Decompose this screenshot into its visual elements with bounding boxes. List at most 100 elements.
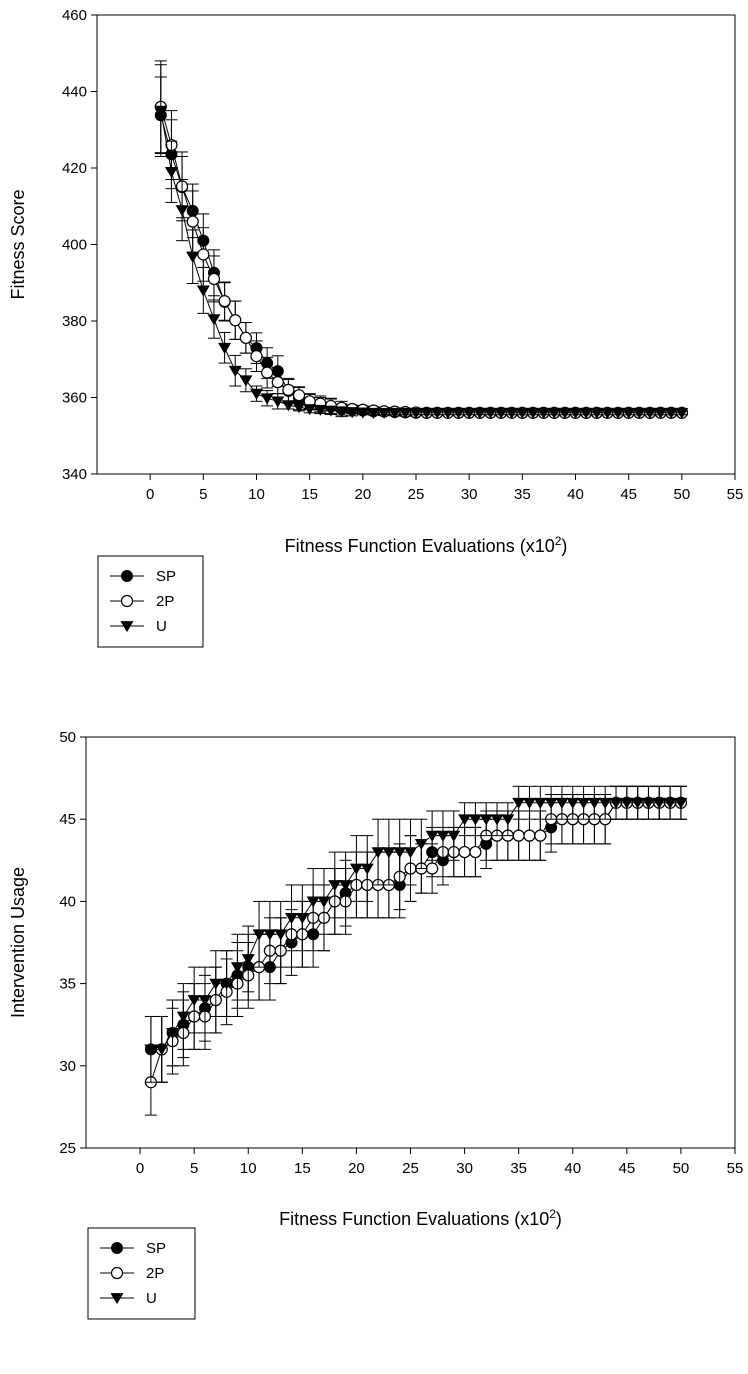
data-point [229,314,242,327]
data-point [414,838,428,851]
data-point [393,847,407,859]
x-axis-title: Fitness Function Evaluations (x102) [279,1207,562,1229]
data-point [441,407,455,419]
data-point [196,285,210,297]
data-point [398,407,412,419]
y-axis-title: Intervention Usage [8,867,28,1018]
legend-marker [110,1266,124,1280]
y-tick-label: 420 [62,160,87,177]
data-point [447,830,461,842]
data-point [250,350,263,363]
data-point [187,995,201,1007]
data-point [218,342,232,354]
data-point [675,407,689,419]
y-tick-label: 45 [59,811,76,828]
legend-marker [111,1242,123,1254]
data-point [505,407,519,419]
data-point [186,215,199,228]
data-point [292,402,306,414]
y-tick-label: 380 [62,313,87,330]
x-tick-label: 45 [618,1160,635,1177]
legend-label: U [156,618,167,635]
x-tick-label: 0 [136,1160,144,1177]
chart-1: 0 5 10 15 20 25 30 35 40 45 50 55 340 360 380 400 420 440… [8,7,743,648]
data-point [515,407,529,419]
data-point [292,389,306,402]
data-point [622,407,636,419]
legend-label: 2P [146,1265,164,1282]
y-tick-label: 40 [59,893,76,910]
data-point [534,829,547,842]
data-point [239,375,253,387]
data-point [228,365,242,377]
data-point [198,995,212,1007]
data-point [295,912,309,925]
data-point [522,797,536,809]
x-tick-label: 10 [240,1160,257,1177]
data-point [274,929,288,941]
x-tick-label: 40 [564,1160,581,1177]
x-tick-label: 10 [248,486,265,503]
data-point [366,407,380,419]
data-point [494,407,508,419]
data-point [154,105,168,117]
data-point [501,814,515,826]
data-point [566,797,580,809]
data-point [473,407,487,419]
x-tick-label: 55 [727,1160,744,1177]
data-point [469,845,482,859]
y-axis: 340 360 380 400 420 440 460 [62,7,97,483]
data-point [382,847,396,859]
y-tick-label: 440 [62,84,87,101]
data-point [600,407,614,419]
legend-label: SP [146,1240,166,1257]
x-tick-label: 25 [402,1160,419,1177]
data-point [186,251,200,263]
data-point [577,797,591,809]
data-point [512,829,525,842]
data-point [587,797,601,809]
data-point [483,407,497,419]
data-point [335,406,349,418]
data-point [261,366,274,379]
data-point [197,248,210,261]
legend-label: SP [156,568,176,585]
x-tick-label: 15 [301,486,318,503]
legend-label: 2P [156,593,174,610]
data-point [523,829,536,842]
data-point [281,400,295,412]
data-point [271,376,284,389]
data-point [209,978,223,990]
data-point [324,405,338,417]
data-point [207,314,221,326]
data-point [512,797,526,809]
x-tick-label: 20 [354,486,371,503]
x-tick-label: 50 [673,486,690,503]
legend-marker [110,1293,124,1305]
data-point [349,863,363,875]
data-point [282,383,295,396]
x-tick-label: 25 [408,486,425,503]
data-point [317,896,331,908]
data-point [620,797,634,809]
x-axis: 0 5 10 15 20 25 30 35 40 45 50 55 [136,1148,743,1177]
data-point [328,880,342,892]
data-point [218,295,231,308]
x-tick-label: 35 [514,486,531,503]
x-tick-label: 5 [199,486,207,503]
data-point [579,407,593,419]
x-tick-label: 30 [456,1160,473,1177]
data-point [663,797,677,809]
y-axis: 25 30 35 40 45 50 [59,729,86,1157]
data-point [176,1011,190,1023]
data-point [654,407,668,419]
data-point [643,407,657,419]
data-point [490,814,504,826]
data-point [425,830,439,842]
data-point [547,407,561,419]
data-point [306,896,320,908]
data-point [285,912,299,925]
data-point [164,166,178,178]
data-point [611,407,625,419]
data-point [356,407,370,419]
